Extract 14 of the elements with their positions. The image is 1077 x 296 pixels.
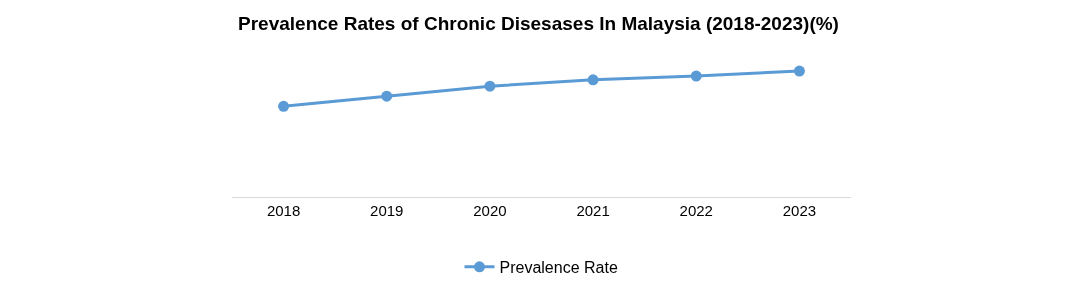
chart-title: Prevalence Rates of Chronic Disesases In Malaysia (2018-2023)(%) <box>238 13 839 35</box>
x-tick-label: 2022 <box>679 202 713 219</box>
point <box>690 70 702 82</box>
point <box>381 90 393 102</box>
point <box>793 65 805 77</box>
x-tick-label: 2019 <box>370 202 404 219</box>
point <box>587 74 599 86</box>
x-tick-label: 2018 <box>266 202 301 219</box>
x-tick-label: 2020 <box>473 202 507 219</box>
point <box>278 100 290 112</box>
x-tick-label: 2021 <box>576 202 610 219</box>
x-tick-label: 2023 <box>782 202 817 219</box>
legend-label: Prevalence Rate <box>499 259 618 277</box>
point <box>484 80 496 92</box>
